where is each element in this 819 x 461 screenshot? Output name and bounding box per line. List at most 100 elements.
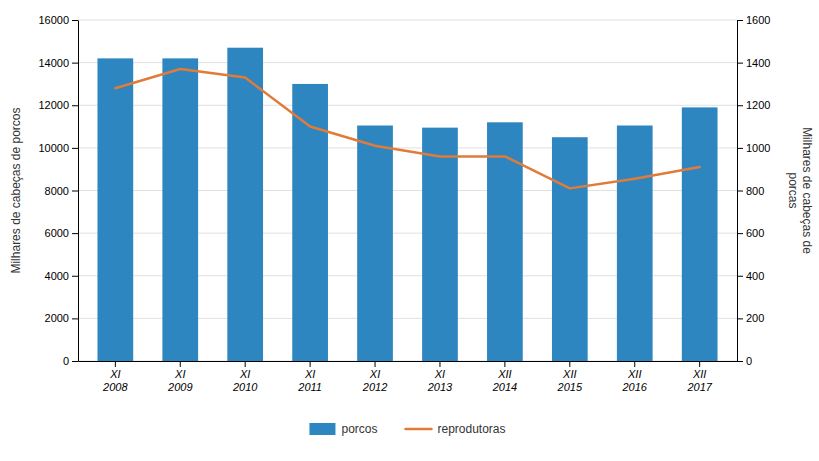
axis-title-line: Milhares de cabeças de porcos [9,107,23,273]
tick: XII2014 [492,361,517,393]
tick-label: 10000 [38,142,69,154]
tick-mark [439,361,440,367]
tick-mark [245,361,246,367]
tick: XI2008 [102,361,128,393]
tick: 400 [737,270,764,282]
bar [552,137,588,361]
bar [422,128,458,361]
tick-mark [115,361,116,367]
tick: XII2016 [621,361,647,393]
tick-mark [737,63,743,64]
legend-item: reprodutoras [405,422,505,436]
tick-label-line: 2010 [232,381,258,393]
tick-mark [72,63,78,64]
tick: 1400 [737,57,770,69]
tick-label-line: XII [627,368,641,380]
axis-title-line: Milhares de cabeças de [800,127,814,254]
tick-label-line: 2017 [686,381,712,393]
tick-label: XI2011 [297,368,322,393]
tick-label: 8000 [45,185,69,197]
y2-axis: 0 200 400 600 800 1000 1200 1400 1600 [737,14,770,367]
tick-mark [72,233,78,234]
tick-label-line: 2016 [621,381,647,393]
tick-label: XII2016 [621,368,647,393]
tick-label: XII2017 [686,368,712,393]
tick-mark [737,276,743,277]
tick-label-line: XI [174,368,185,380]
tick-mark [699,361,700,367]
bar [97,58,133,361]
tick-mark [737,318,743,319]
tick: XI2011 [297,361,322,393]
tick-mark [72,148,78,149]
tick-label-line: XI [109,368,120,380]
tick-label: 1200 [746,99,770,111]
tick-label: 200 [746,312,764,324]
grid-line [78,20,737,21]
tick-mark [737,191,743,192]
tick-label: XI2009 [167,368,192,393]
tick: XI2012 [362,361,387,393]
tick-label: 1400 [746,57,770,69]
bar [162,58,198,361]
tick: 1000 [737,142,770,154]
tick: XII2015 [557,361,583,393]
legend: porcosreprodutoras [309,422,505,436]
tick-label: 1000 [746,142,770,154]
tick: 16000 [38,14,78,26]
tick-label-line: 2011 [297,381,322,393]
bar [617,125,653,361]
tick-mark [737,20,743,21]
y-axis-title: Milhares de cabeças de porcos [9,107,23,273]
tick-label-line: XI [369,368,380,380]
tick-mark [72,318,78,319]
tick-mark [72,191,78,192]
legend-swatch [405,428,431,431]
tick-mark [72,361,78,362]
tick-mark [569,361,570,367]
tick: 12000 [38,99,78,111]
tick-mark [72,20,78,21]
tick-label-line: XI [304,368,315,380]
tick-mark [737,361,743,362]
tick: 0 [737,355,752,367]
tick: 8000 [45,185,78,197]
bar [357,125,393,361]
tick-label: 16000 [38,14,69,26]
tick: XII2017 [686,361,712,393]
tick: 600 [737,227,764,239]
tick: 0 [63,355,78,367]
tick-label: 0 [746,355,752,367]
tick-label: XI2012 [362,368,387,393]
bars [97,48,717,361]
tick: XI2010 [232,361,258,393]
tick-label: XI2008 [102,368,128,393]
tick-label: 14000 [38,57,69,69]
legend-swatch [309,423,335,435]
axis-line [79,361,738,362]
tick-label: 600 [746,227,764,239]
tick-label-line: 2014 [492,381,517,393]
grid [78,20,737,361]
tick: 1200 [737,99,770,111]
tick-label-line: 2013 [427,381,453,393]
tick-mark [737,233,743,234]
bar [227,48,263,361]
tick: 2000 [45,312,78,324]
tick-label: 0 [63,355,69,367]
tick-mark [72,276,78,277]
tick: 200 [737,312,764,324]
tick-label: 4000 [45,270,69,282]
tick-label-line: XII [562,368,576,380]
tick: 10000 [38,142,78,154]
tick-label: XI2013 [427,368,453,393]
tick-label-line: 2015 [557,381,583,393]
x-axis: XI2008XI2009XI2010XI2011XI2012XI2013XII2… [79,361,738,393]
axis-title-line: porcas [786,172,800,208]
tick-label-line: XII [692,368,706,380]
y-axis: 0200040006000800010000120001400016000 [38,14,78,367]
tick-label: 400 [746,270,764,282]
tick-label: 1600 [746,14,770,26]
tick-label: 800 [746,185,764,197]
tick-label-line: XI [239,368,250,380]
